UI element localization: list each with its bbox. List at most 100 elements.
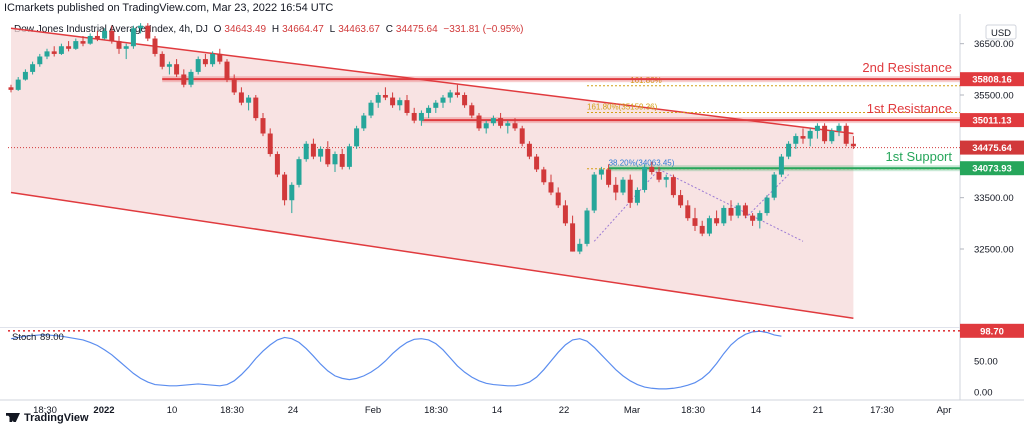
y-tick-label: 36500.00 bbox=[974, 39, 1014, 50]
candle-body bbox=[742, 205, 748, 216]
candle-body bbox=[289, 184, 295, 201]
candle-body bbox=[728, 207, 734, 216]
candle-body bbox=[37, 56, 43, 65]
candle bbox=[843, 123, 849, 147]
candle-body bbox=[850, 143, 856, 147]
candle-body bbox=[260, 118, 266, 134]
channel-upper-line bbox=[10, 27, 854, 135]
candle-body bbox=[534, 156, 540, 170]
candle bbox=[231, 74, 237, 95]
stoch-tick-label: 0.00 bbox=[974, 388, 993, 399]
x-tick-label: 14 bbox=[751, 405, 762, 416]
candle bbox=[829, 128, 835, 144]
level-price-tag bbox=[960, 72, 1024, 87]
candle-body bbox=[433, 102, 439, 108]
candle-body bbox=[210, 53, 216, 65]
candle-body bbox=[310, 143, 316, 157]
candle bbox=[512, 118, 518, 131]
stoch-level-tag bbox=[960, 323, 1024, 338]
candle-body bbox=[15, 79, 21, 90]
candle bbox=[87, 33, 93, 45]
candle-body bbox=[627, 179, 633, 203]
x-tick-label: 2022 bbox=[93, 405, 114, 416]
candle bbox=[620, 177, 626, 196]
low-value: 34463.67 bbox=[338, 24, 380, 35]
candle bbox=[397, 97, 403, 111]
close-label: C bbox=[385, 24, 393, 35]
level-name-label: 1st Support bbox=[886, 149, 953, 164]
level-price-tag bbox=[960, 161, 1024, 176]
candle-body bbox=[166, 64, 172, 67]
candle-body bbox=[116, 41, 122, 49]
candle bbox=[282, 172, 288, 206]
channel-fill bbox=[11, 28, 854, 319]
candle bbox=[570, 215, 576, 252]
candle bbox=[195, 56, 201, 75]
stoch-value: 89.00 bbox=[40, 332, 64, 343]
symbol-name[interactable]: Dow Jones Industrial Average Index, 4h, … bbox=[14, 24, 208, 35]
candle-body bbox=[440, 97, 446, 103]
candle-body bbox=[267, 133, 273, 155]
candle bbox=[505, 120, 511, 134]
candle bbox=[224, 59, 230, 83]
candle bbox=[325, 141, 331, 167]
level-price-label: 34073.93 bbox=[972, 164, 1012, 175]
candle-body bbox=[771, 174, 777, 198]
candle bbox=[404, 95, 410, 116]
candle bbox=[318, 146, 324, 162]
stoch-line bbox=[10, 330, 782, 390]
publisher-line: ICmarkets published on TradingView.com, … bbox=[4, 2, 334, 14]
candle-body bbox=[58, 46, 64, 54]
candle-body bbox=[174, 64, 180, 75]
candle-body bbox=[332, 154, 338, 165]
candle bbox=[685, 200, 691, 221]
channel-lower-line bbox=[10, 191, 854, 320]
candle bbox=[375, 92, 381, 108]
candle-body bbox=[354, 128, 360, 147]
candle bbox=[159, 51, 165, 70]
candle bbox=[274, 151, 280, 178]
candle-body bbox=[30, 64, 36, 72]
candle bbox=[555, 187, 561, 208]
candle bbox=[534, 154, 540, 172]
candle-body bbox=[663, 177, 669, 180]
x-tick-label: 18:30 bbox=[424, 405, 448, 416]
candle-body bbox=[454, 92, 460, 95]
candle bbox=[462, 92, 468, 108]
candle bbox=[188, 69, 194, 88]
candle-body bbox=[404, 100, 410, 113]
candle-body bbox=[490, 118, 496, 124]
x-tick-label: 22 bbox=[559, 405, 570, 416]
candle-body bbox=[238, 92, 244, 103]
candle-body bbox=[706, 218, 712, 234]
candle bbox=[433, 100, 439, 113]
candle bbox=[814, 123, 820, 139]
fib-level-label: 38.20%(34063.45) bbox=[609, 159, 675, 168]
candle bbox=[15, 77, 21, 91]
projection-line bbox=[593, 169, 660, 242]
candle bbox=[699, 220, 705, 237]
candle bbox=[454, 84, 460, 98]
candle-body bbox=[94, 35, 100, 39]
candle-body bbox=[123, 46, 129, 49]
open-label: O bbox=[213, 24, 222, 35]
candle-body bbox=[318, 148, 324, 157]
candle bbox=[469, 102, 475, 119]
candle bbox=[289, 182, 295, 214]
candle-body bbox=[793, 136, 799, 144]
candle-body bbox=[786, 143, 792, 157]
x-tick-label: 18:30 bbox=[33, 405, 57, 416]
candle-body bbox=[735, 205, 741, 216]
candle-body bbox=[73, 41, 79, 49]
tradingview-logo[interactable]: TradingView bbox=[6, 412, 89, 424]
change-value: −331.81 (−0.95%) bbox=[443, 24, 524, 35]
x-tick-label: 10 bbox=[167, 405, 178, 416]
candle-body bbox=[541, 169, 547, 183]
candle bbox=[66, 41, 72, 52]
candle-body bbox=[418, 112, 424, 121]
candle-body bbox=[642, 166, 648, 190]
candle bbox=[721, 205, 727, 226]
last-price-label: 34475.64 bbox=[972, 143, 1012, 154]
candle bbox=[30, 61, 36, 75]
